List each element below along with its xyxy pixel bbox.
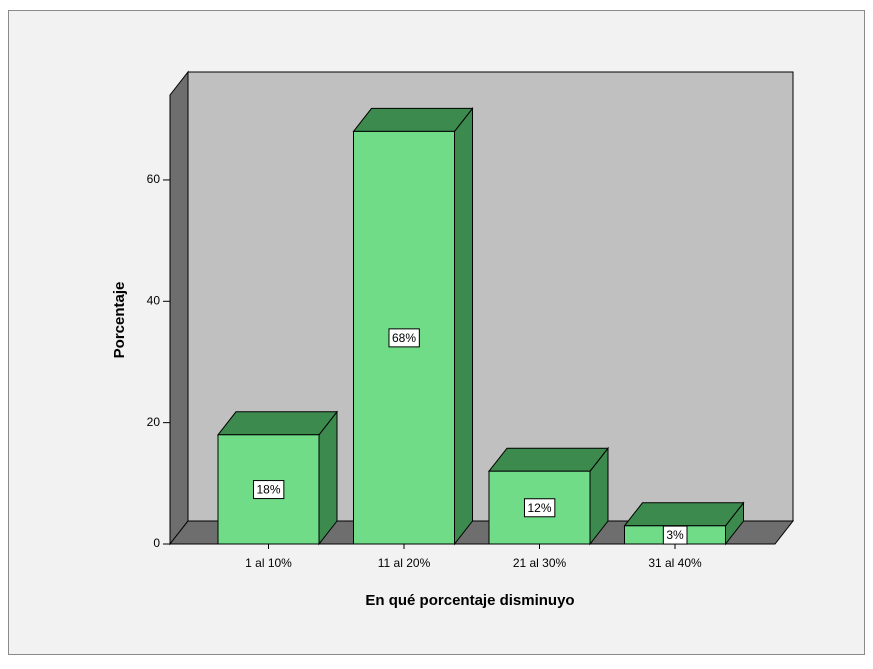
bar-top <box>352 107 474 132</box>
y-tick-label: 20 <box>147 415 161 429</box>
value-label: 3% <box>666 528 684 542</box>
value-label: 12% <box>527 501 551 515</box>
y-tick-label: 40 <box>147 293 161 307</box>
y-axis-title: Porcentaje <box>111 282 128 359</box>
x-tick-label: 1 al 10% <box>245 556 292 570</box>
value-label-box <box>523 498 556 518</box>
value-label-box <box>252 480 285 500</box>
x-tick-label: 11 al 20% <box>378 556 431 570</box>
y-tick-label: 60 <box>147 172 161 186</box>
y-tick-label: 0 <box>153 536 160 550</box>
x-axis-title: En qué porcentaje disminuyo <box>365 592 574 609</box>
bar-top <box>623 502 745 527</box>
value-label: 68% <box>392 331 416 345</box>
bar-top <box>487 447 610 472</box>
x-tick-label: 31 al 40% <box>648 556 702 570</box>
x-tick-label: 21 al 30% <box>513 556 567 570</box>
side-wall <box>169 70 189 546</box>
bar-side <box>454 106 473 546</box>
value-label: 18% <box>256 483 280 497</box>
value-label-box <box>388 328 420 348</box>
bar-top <box>216 411 339 436</box>
